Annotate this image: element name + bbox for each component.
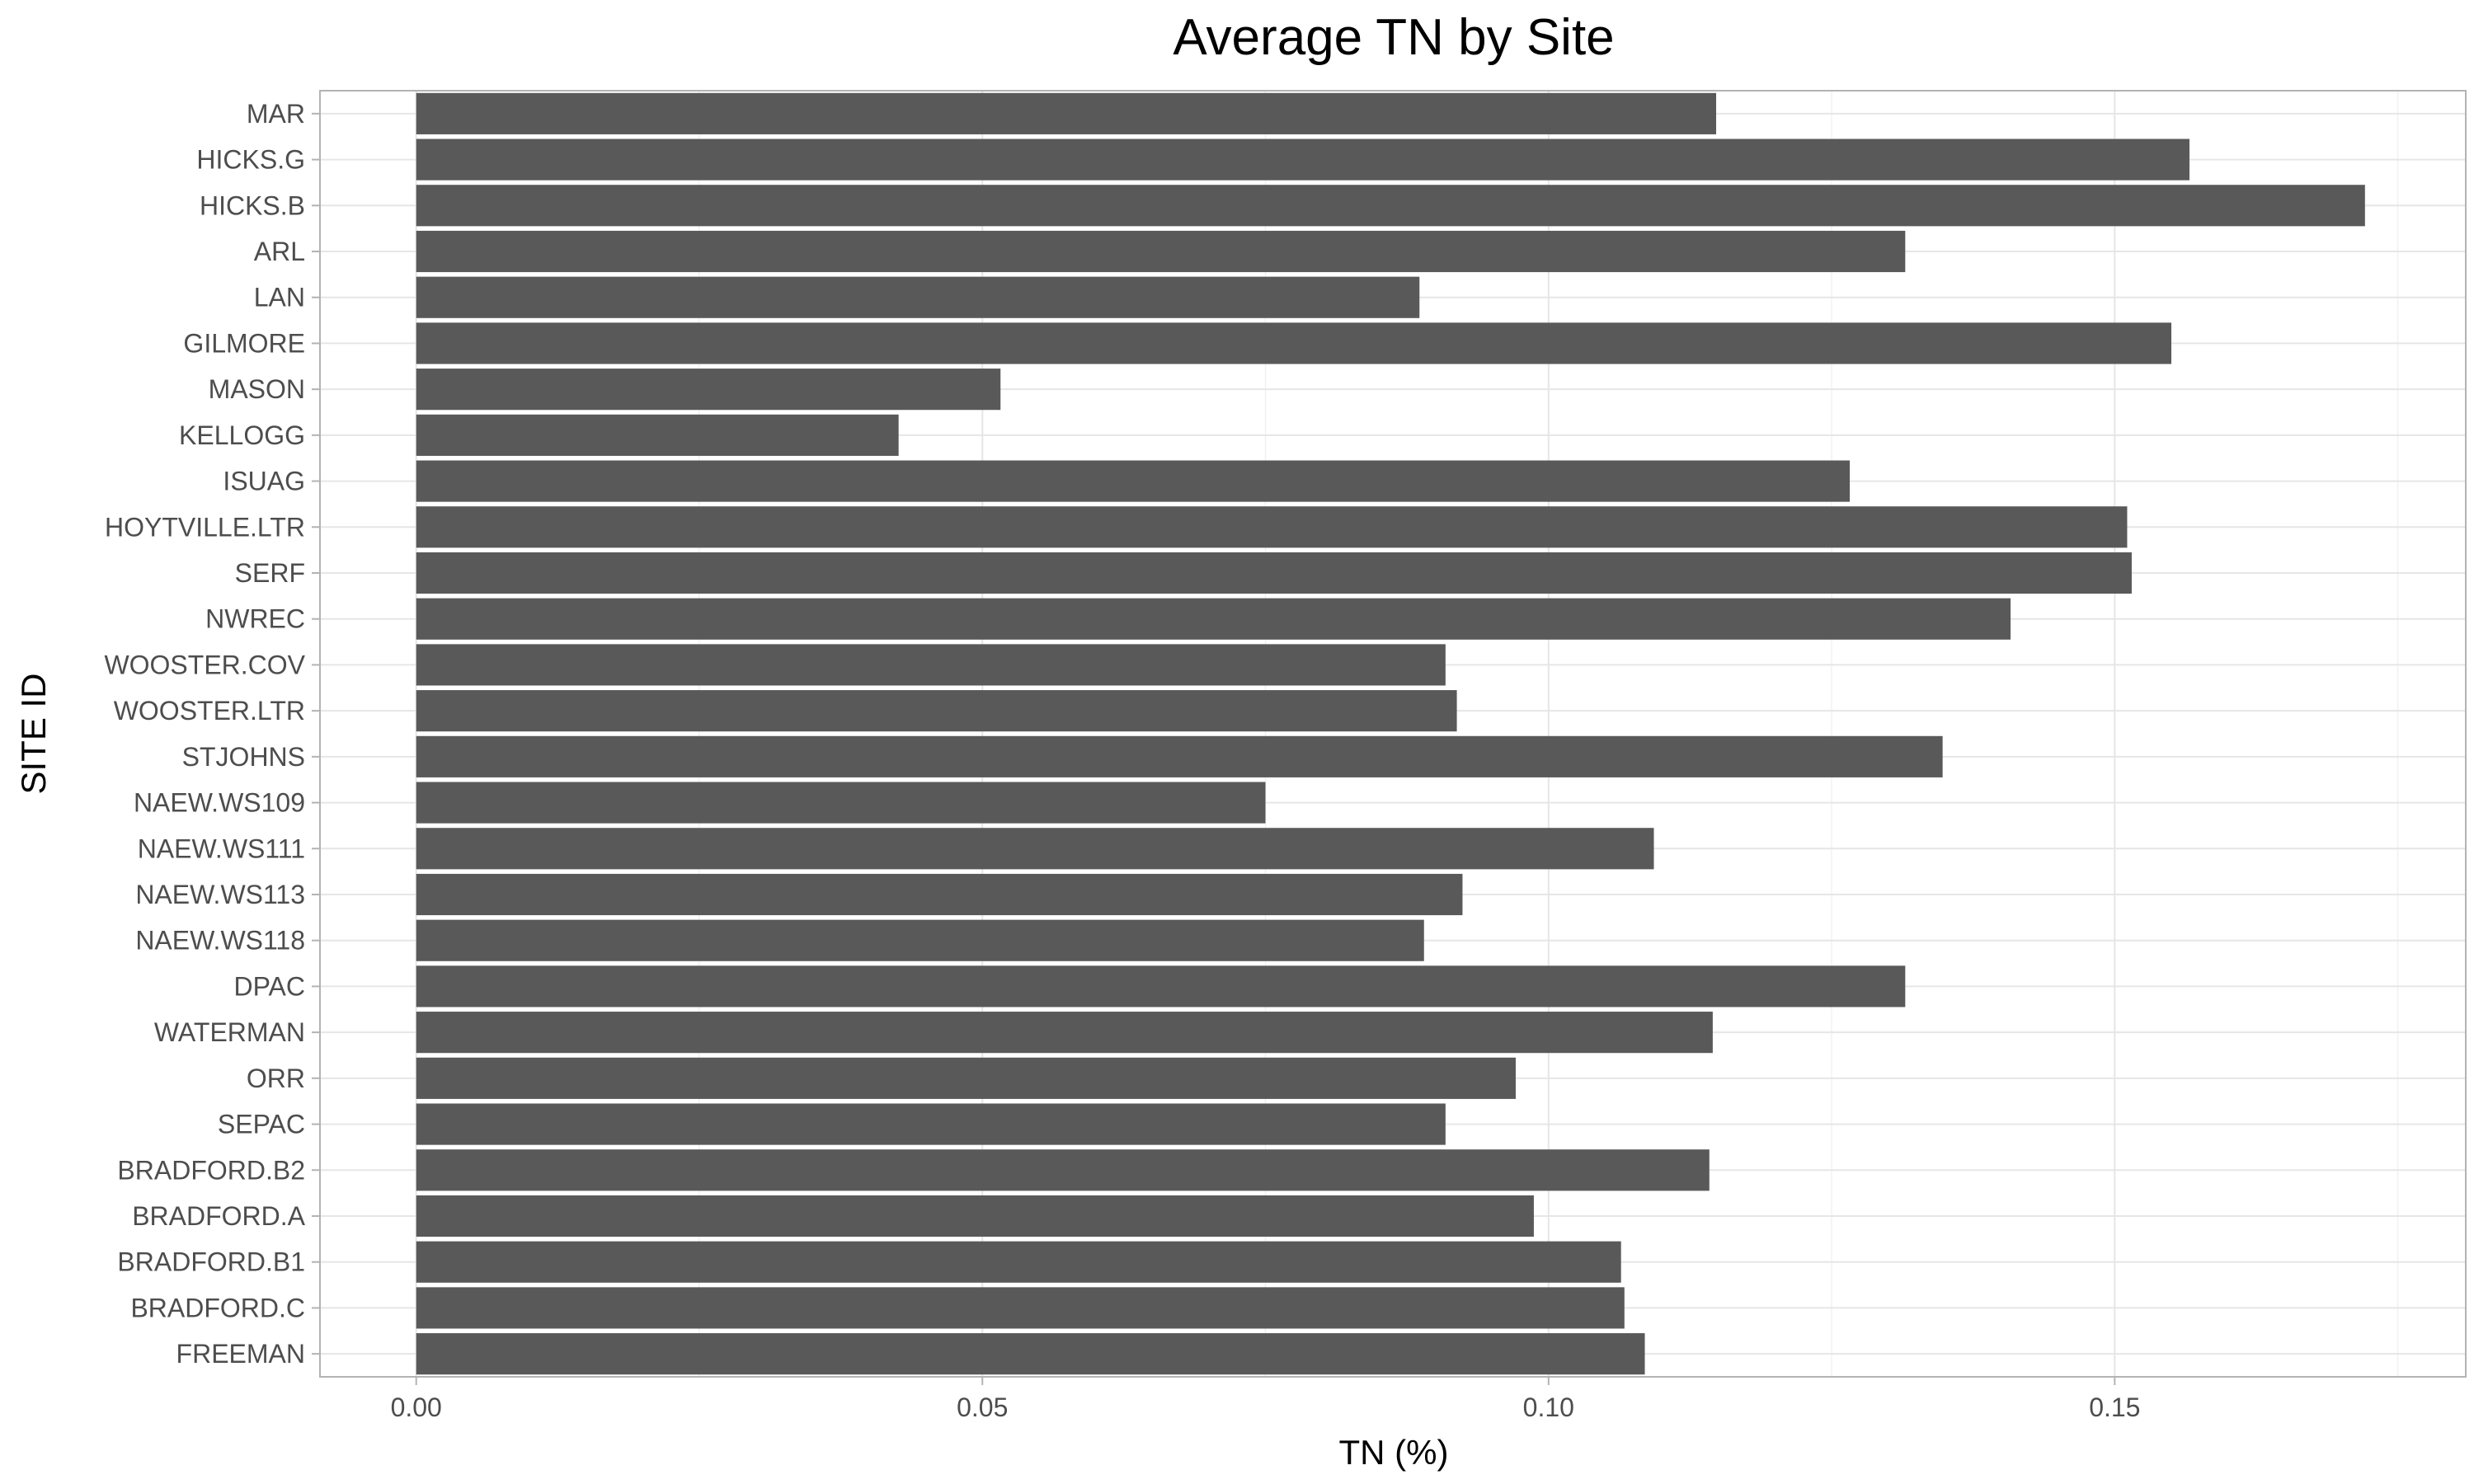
x-tick-label: 0.05 (957, 1392, 1008, 1422)
bar (416, 369, 1001, 411)
y-tick-label: HICKS.G (196, 145, 305, 175)
y-tick-label: HOYTVILLE.LTR (105, 512, 305, 542)
bar (416, 598, 2011, 640)
bar (416, 92, 1717, 134)
bar (416, 506, 2128, 548)
y-tick-label: SEPAC (218, 1110, 305, 1139)
bar (416, 644, 1446, 686)
bar (416, 1241, 1621, 1283)
y-tick-label: MASON (209, 374, 305, 404)
y-tick-label: MAR (247, 99, 305, 129)
y-tick-label: BRADFORD.B1 (117, 1247, 305, 1277)
y-tick-label: DPAC (233, 971, 305, 1001)
y-tick-label: NAEW.WS118 (135, 926, 305, 956)
y-tick-label: ARL (254, 237, 305, 266)
bar (416, 1057, 1516, 1099)
bar (416, 690, 1457, 732)
bar (416, 919, 1424, 961)
bar (416, 139, 2189, 181)
bar (416, 782, 1266, 824)
y-tick-label: NAEW.WS109 (134, 788, 305, 818)
y-tick-label: BRADFORD.C (130, 1293, 305, 1322)
x-tick-label: 0.00 (391, 1392, 442, 1422)
panel-border (319, 90, 2467, 1378)
bar (416, 1012, 1713, 1054)
y-tick-label: KELLOGG (179, 420, 305, 450)
bar (416, 1195, 1534, 1237)
y-tick-label: GILMORE (183, 328, 305, 358)
bar (416, 873, 1463, 916)
bar (416, 460, 1851, 502)
y-tick-label: HICKS.B (200, 190, 305, 220)
y-axis-ticks: MAR HICKS.G HICKS.B ARL LAN GILMORE MASON KELLO… (104, 99, 320, 1369)
bar (416, 965, 1906, 1007)
bar (416, 322, 2171, 364)
bar (416, 230, 1906, 273)
y-tick-label: WOOSTER.LTR (114, 696, 305, 726)
y-tick-label: BRADFORD.A (132, 1201, 305, 1231)
bars (416, 92, 2365, 1375)
chart-title: Average TN by Site (1173, 9, 1614, 66)
bar (416, 276, 1420, 318)
y-tick-label: FREEMAN (176, 1339, 305, 1369)
bar (416, 185, 2365, 227)
y-tick-label: WOOSTER.COV (104, 650, 305, 679)
bar (416, 1287, 1625, 1329)
y-tick-label: SERF (235, 558, 305, 588)
x-axis-title: TN (%) (1339, 1433, 1449, 1472)
bar (416, 1103, 1446, 1145)
bar (416, 828, 1654, 870)
y-tick-label: ISUAG (223, 467, 305, 496)
y-tick-label: NAEW.WS113 (135, 880, 305, 909)
y-tick-label: BRADFORD.B2 (117, 1155, 305, 1185)
y-tick-label: STJOHNS (182, 742, 305, 772)
y-tick-label: NWREC (205, 604, 305, 634)
bar (416, 552, 2132, 594)
x-tick-label: 0.10 (1523, 1392, 1574, 1422)
y-tick-label: ORR (247, 1064, 305, 1093)
bar (416, 1149, 1710, 1191)
y-tick-label: NAEW.WS111 (138, 834, 305, 863)
y-tick-label: WATERMAN (154, 1017, 305, 1047)
bar (416, 414, 899, 456)
x-axis-ticks: 0.00 0.05 0.10 0.15 (391, 1377, 2140, 1422)
y-tick-label: LAN (254, 283, 305, 312)
bar (416, 1333, 1645, 1375)
y-axis-title: SITE ID (14, 673, 53, 794)
bar (416, 735, 1943, 777)
x-tick-label: 0.15 (2089, 1392, 2140, 1422)
